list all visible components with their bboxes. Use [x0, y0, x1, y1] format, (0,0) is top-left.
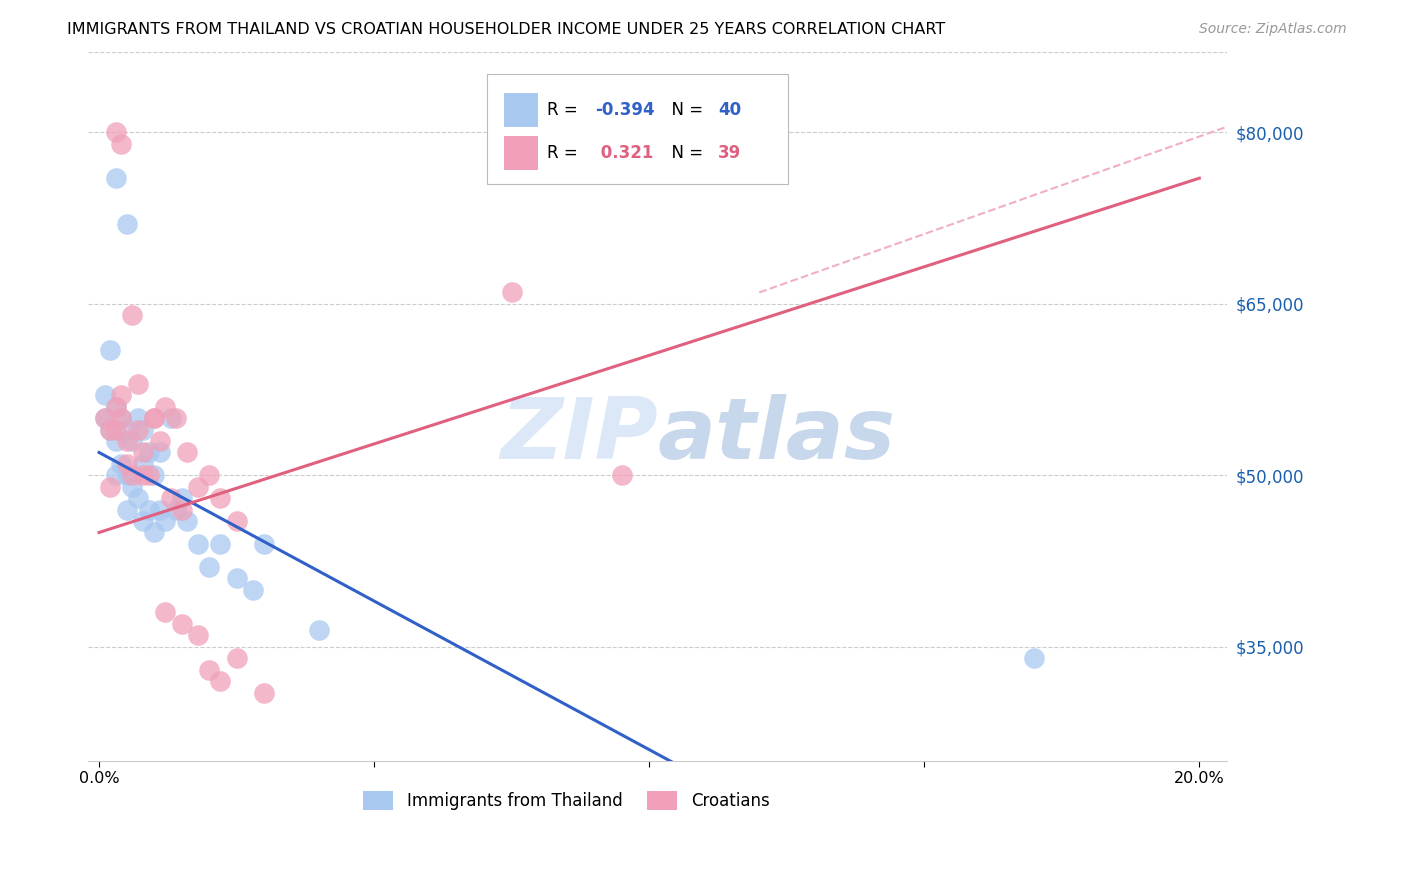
- Point: [209, 674, 232, 689]
- Point: [127, 491, 149, 506]
- Point: [1024, 651, 1046, 665]
- Point: [121, 309, 143, 323]
- Point: [110, 136, 132, 151]
- Point: [132, 423, 155, 437]
- Point: [104, 171, 127, 186]
- Point: [93, 411, 115, 425]
- Point: [104, 468, 127, 483]
- Point: [187, 480, 209, 494]
- Point: [610, 468, 633, 483]
- Point: [132, 514, 155, 528]
- Text: R =: R =: [547, 145, 588, 162]
- Point: [176, 514, 198, 528]
- Point: [187, 537, 209, 551]
- Point: [98, 480, 121, 494]
- Point: [132, 468, 155, 483]
- Point: [121, 480, 143, 494]
- Point: [187, 628, 209, 642]
- Point: [104, 400, 127, 414]
- Point: [209, 537, 232, 551]
- Point: [170, 491, 193, 506]
- Text: 40: 40: [718, 101, 741, 119]
- Point: [209, 491, 232, 506]
- Point: [170, 616, 193, 631]
- Point: [127, 423, 149, 437]
- Point: [153, 514, 176, 528]
- Point: [110, 411, 132, 425]
- Point: [138, 445, 160, 459]
- Point: [104, 423, 127, 437]
- Point: [127, 376, 149, 391]
- Point: [143, 468, 166, 483]
- Point: [198, 663, 221, 677]
- Point: [115, 423, 138, 437]
- Point: [501, 285, 523, 300]
- Point: [115, 217, 138, 231]
- Legend: Immigrants from Thailand, Croatians: Immigrants from Thailand, Croatians: [357, 784, 776, 816]
- Point: [170, 502, 193, 516]
- Point: [148, 434, 170, 448]
- Point: [165, 411, 187, 425]
- Point: [104, 434, 127, 448]
- Point: [225, 571, 247, 585]
- Point: [143, 411, 166, 425]
- Point: [132, 457, 155, 471]
- Point: [138, 468, 160, 483]
- Point: [104, 126, 127, 140]
- Point: [110, 411, 132, 425]
- Text: N =: N =: [661, 101, 709, 119]
- Point: [98, 423, 121, 437]
- Point: [176, 445, 198, 459]
- Text: N =: N =: [661, 145, 709, 162]
- Point: [253, 537, 276, 551]
- Point: [225, 651, 247, 665]
- FancyBboxPatch shape: [503, 136, 538, 170]
- Point: [308, 623, 330, 637]
- Point: [253, 685, 276, 699]
- Point: [110, 457, 132, 471]
- Point: [115, 434, 138, 448]
- Point: [115, 502, 138, 516]
- Point: [110, 388, 132, 402]
- Point: [132, 445, 155, 459]
- Text: 39: 39: [718, 145, 741, 162]
- Point: [93, 388, 115, 402]
- Point: [143, 525, 166, 540]
- Point: [225, 514, 247, 528]
- Text: atlas: atlas: [658, 393, 896, 476]
- Point: [115, 468, 138, 483]
- Text: Source: ZipAtlas.com: Source: ZipAtlas.com: [1199, 22, 1347, 37]
- Point: [143, 411, 166, 425]
- Point: [153, 606, 176, 620]
- FancyBboxPatch shape: [486, 74, 789, 184]
- Point: [127, 411, 149, 425]
- Point: [93, 411, 115, 425]
- Point: [159, 411, 181, 425]
- Text: -0.394: -0.394: [595, 101, 654, 119]
- Text: ZIP: ZIP: [501, 393, 658, 476]
- Point: [138, 502, 160, 516]
- Text: R =: R =: [547, 101, 583, 119]
- Point: [115, 457, 138, 471]
- Point: [121, 468, 143, 483]
- FancyBboxPatch shape: [503, 93, 538, 127]
- Point: [104, 400, 127, 414]
- Point: [148, 502, 170, 516]
- Point: [242, 582, 264, 597]
- Text: 0.321: 0.321: [595, 145, 654, 162]
- Point: [165, 502, 187, 516]
- Point: [153, 400, 176, 414]
- Text: IMMIGRANTS FROM THAILAND VS CROATIAN HOUSEHOLDER INCOME UNDER 25 YEARS CORRELATI: IMMIGRANTS FROM THAILAND VS CROATIAN HOU…: [67, 22, 946, 37]
- Point: [121, 434, 143, 448]
- Point: [159, 491, 181, 506]
- Point: [148, 445, 170, 459]
- Point: [98, 423, 121, 437]
- Point: [198, 468, 221, 483]
- Point: [198, 559, 221, 574]
- Point: [98, 343, 121, 357]
